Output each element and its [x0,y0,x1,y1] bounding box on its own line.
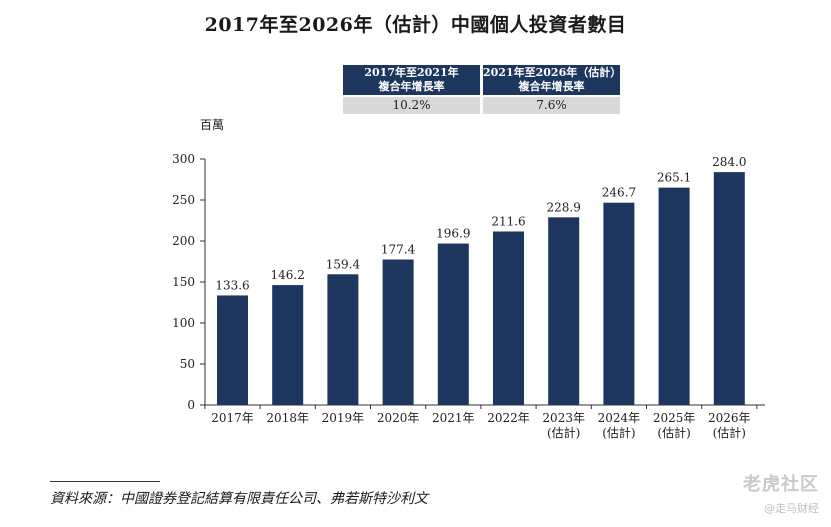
data-label: 228.9 [547,200,581,214]
x-tick-label: 2025年 [653,411,696,425]
bar [217,295,248,405]
y-tick-label: 50 [180,357,195,371]
x-tick-label: 2023年 [542,411,585,425]
bar [327,274,359,405]
bar [658,187,690,405]
cagr-column-2017-2021: 2017年至2021年 複合年增長率 10.2% [343,65,480,114]
x-tick-label: 2021年 [432,411,475,425]
cagr-header: 2017年至2021年 複合年增長率 [343,65,480,95]
y-tick-label: 200 [172,234,195,248]
bar [382,259,414,405]
y-axis-unit-label: 百萬 [200,118,225,132]
data-label: 284.0 [712,155,746,169]
data-label: 159.4 [326,257,361,271]
cagr-period: 2021年至2026年（估計） [483,66,622,79]
y-tick-label: 150 [172,275,195,289]
cagr-label: 複合年增長率 [518,80,585,93]
data-label: 133.6 [215,278,249,292]
cagr-header: 2021年至2026年（估計） 複合年增長率 [483,65,622,95]
cagr-period: 2017年至2021年 [364,66,459,79]
chart-title: 2017年至2026年（估計）中國個人投資者數目 [204,14,627,36]
cagr-value: 7.6% [483,97,620,114]
x-tick-label: 2024年 [598,411,641,425]
x-tick-label: 2026年 [708,411,751,425]
source-note: 資料來源：中國證券登記結算有限責任公司、弗若斯特沙利文 [50,491,428,507]
data-label: 265.1 [657,171,691,185]
x-tick-label: (估計) [657,425,690,440]
x-tick-label: 2020年 [377,411,420,425]
x-tick-label: (估計) [713,425,746,440]
data-label: 196.9 [436,227,470,241]
y-tick-label: 300 [172,152,195,166]
cagr-value: 10.2% [343,97,480,114]
bar [603,202,635,405]
data-label: 177.4 [381,243,416,257]
y-tick-label: 0 [187,398,195,412]
x-tick-label: (估計) [547,425,580,440]
y-tick-label: 100 [172,316,195,330]
data-label: 146.2 [271,268,305,282]
bar [272,285,304,405]
bar [437,243,469,405]
y-tick-label: 250 [172,193,195,207]
cagr-column-2021-2026: 2021年至2026年（估計） 複合年增長率 7.6% [483,65,622,114]
watermark-sub: @走马财经 [764,502,819,515]
source-divider [50,481,160,482]
cagr-label: 複合年增長率 [378,80,445,93]
x-tick-label: 2017年 [211,411,254,425]
x-tick-label: 2022年 [487,411,530,425]
x-tick-label: 2019年 [322,411,365,425]
watermark: 老虎社区 @走马财经 [743,470,819,516]
x-tick-label: (估計) [602,425,635,440]
data-label: 246.7 [602,186,636,200]
bar [493,231,524,405]
data-label: 211.6 [491,214,525,228]
watermark-main: 老虎社区 [743,474,819,495]
bar [548,217,580,405]
x-tick-label: 2018年 [266,411,309,425]
bar [713,172,745,405]
